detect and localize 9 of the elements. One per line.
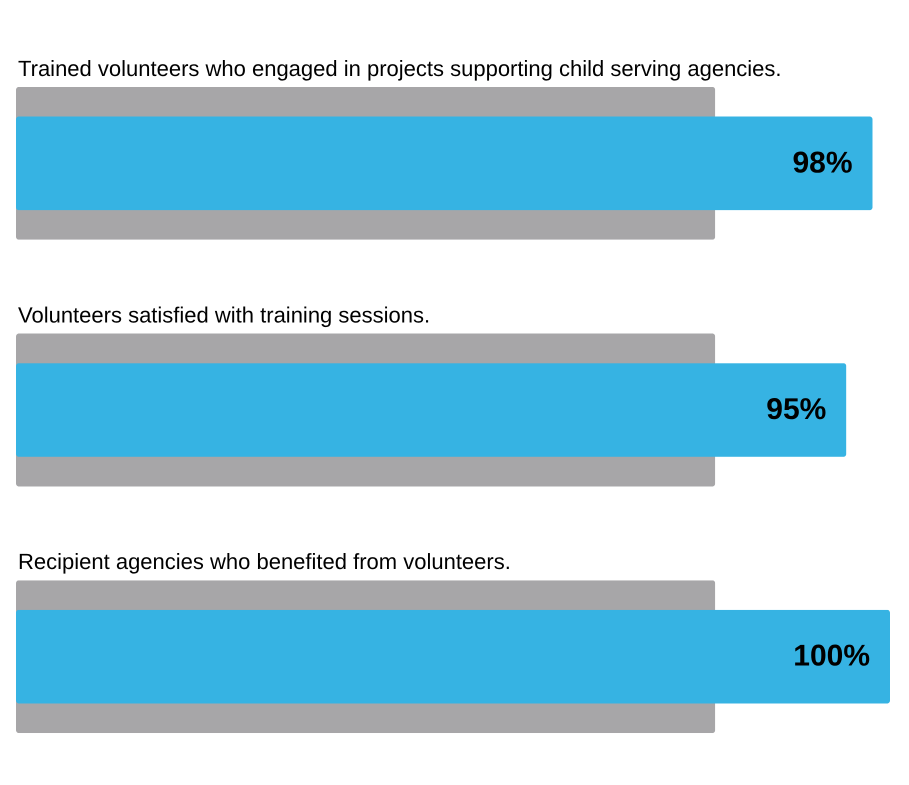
y-tick-label: Trained volunteers who engaged in projects supporting child serving agencies.: [18, 56, 782, 81]
y-tick-label: Volunteers satisfied with training sessions.: [18, 302, 430, 328]
bar: [16, 116, 873, 210]
data-label: 95%: [766, 393, 826, 426]
bar: [16, 363, 846, 457]
data-label: 98%: [792, 146, 853, 180]
y-tick-label: Recipient agencies who benefited from volunteers.: [18, 549, 511, 574]
bar: [16, 610, 890, 704]
data-label: 100%: [793, 640, 870, 673]
